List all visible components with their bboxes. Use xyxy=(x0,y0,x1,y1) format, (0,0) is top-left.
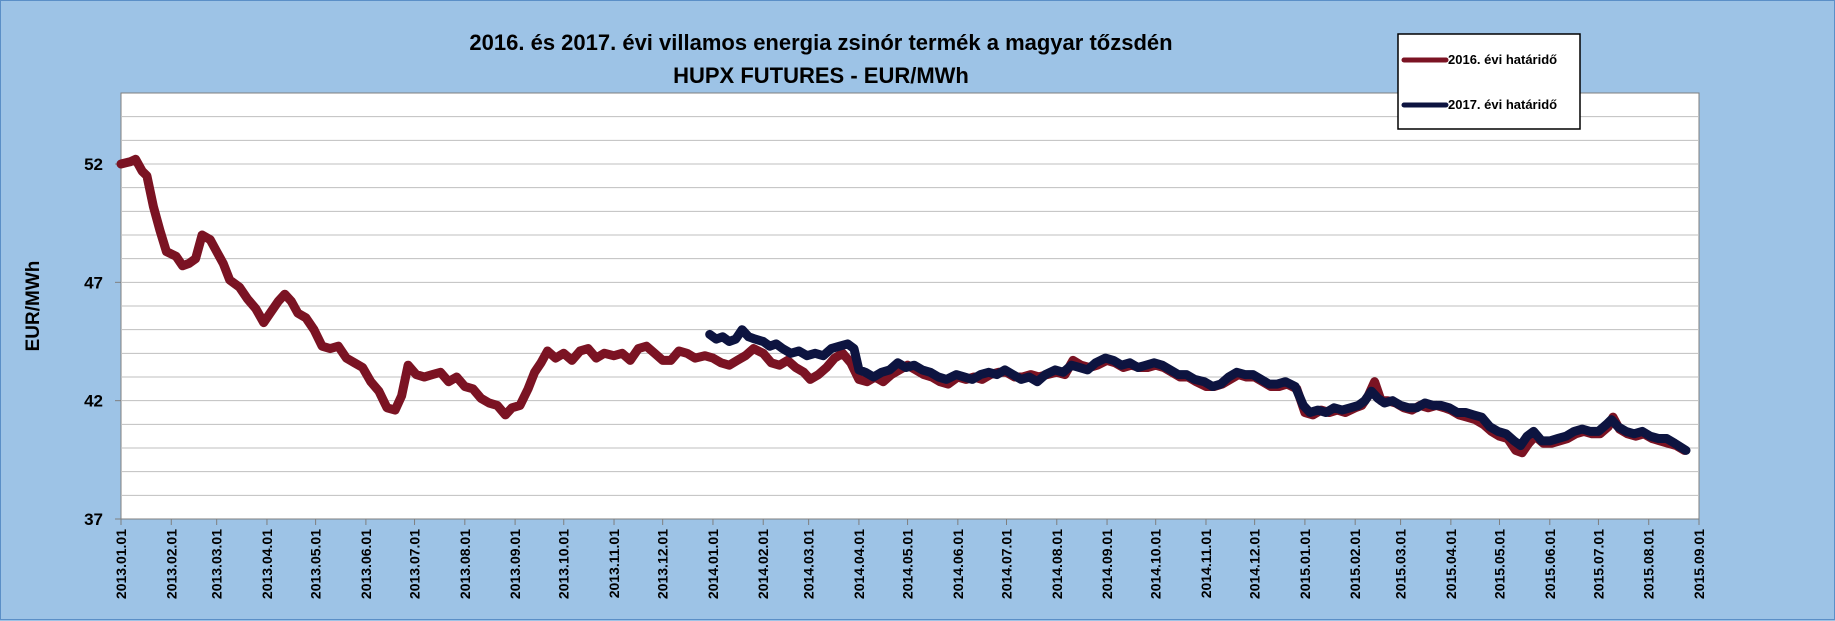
x-tick-label: 2014.12.01 xyxy=(1247,529,1263,599)
x-tick-label: 2015.07.01 xyxy=(1590,529,1606,599)
x-tick-label: 2013.10.01 xyxy=(556,529,572,599)
series-line-1 xyxy=(705,325,1691,455)
legend-box xyxy=(1397,33,1581,130)
x-tick-label: 2015.04.01 xyxy=(1443,529,1459,599)
x-tick-label: 2015.09.01 xyxy=(1691,529,1707,599)
y-tick-label: 42 xyxy=(84,392,103,411)
x-tick-label: 2013.06.01 xyxy=(358,529,374,599)
x-tick-label: 2013.09.01 xyxy=(507,529,523,599)
x-tick-label: 2014.02.01 xyxy=(755,529,771,599)
series-layer xyxy=(116,154,1691,458)
x-tick-label: 2014.10.01 xyxy=(1148,529,1164,599)
x-tick-label: 2013.05.01 xyxy=(308,529,324,599)
x-tick-label: 2013.01.01 xyxy=(113,529,129,599)
x-axis: 2013.01.01 2013.02.01 2013.03.01 2013.04.01… xyxy=(113,519,1707,599)
legend-label-2017: 2017. évi határidő xyxy=(1448,97,1557,112)
x-tick-label: 2015.01.01 xyxy=(1297,529,1313,599)
x-tick-label: 2015.02.01 xyxy=(1347,529,1363,599)
legend-label-2016: 2016. évi határidő xyxy=(1448,52,1557,67)
x-tick-label: 2014.09.01 xyxy=(1099,529,1115,599)
y-axis-label: EUR/MWh xyxy=(23,261,44,352)
x-tick-label: 2014.05.01 xyxy=(900,529,916,599)
chart-subtitle: HUPX FUTURES - EUR/MWh xyxy=(673,63,969,88)
y-tick-label: 52 xyxy=(84,155,103,174)
x-tick-label: 2014.08.01 xyxy=(1049,529,1065,599)
x-tick-label: 2013.02.01 xyxy=(163,529,179,599)
x-tick-label: 2014.11.01 xyxy=(1198,529,1214,599)
x-tick-label: 2014.07.01 xyxy=(998,529,1014,599)
x-tick-label: 2013.03.01 xyxy=(209,529,225,599)
x-tick-label: 2013.04.01 xyxy=(259,529,275,599)
y-axis: 37 42 47 52 xyxy=(84,155,121,529)
x-tick-label: 2014.06.01 xyxy=(950,529,966,599)
gridlines xyxy=(121,116,1699,496)
x-tick-label: 2013.07.01 xyxy=(407,529,423,599)
x-tick-label: 2015.03.01 xyxy=(1393,529,1409,599)
y-tick-label: 37 xyxy=(84,510,103,529)
x-tick-label: 2015.06.01 xyxy=(1542,529,1558,599)
x-tick-label: 2015.08.01 xyxy=(1641,529,1657,599)
x-tick-label: 2015.05.01 xyxy=(1492,529,1508,599)
x-tick-label: 2014.03.01 xyxy=(801,529,817,599)
x-tick-label: 2014.01.01 xyxy=(705,529,721,599)
x-tick-label: 2013.12.01 xyxy=(655,529,671,599)
y-tick-label: 47 xyxy=(84,273,103,292)
x-tick-label: 2013.08.01 xyxy=(457,529,473,599)
chart-title: 2016. és 2017. évi villamos energia zsin… xyxy=(469,30,1172,55)
x-tick-label: 2014.04.01 xyxy=(851,529,867,599)
legend: 2016. évi határidő 2017. évi határidő xyxy=(1397,33,1581,130)
x-tick-label: 2013.11.01 xyxy=(606,529,622,599)
